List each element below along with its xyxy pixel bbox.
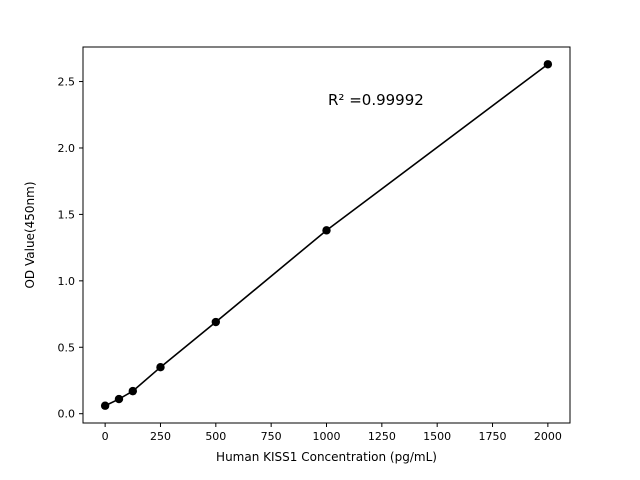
data-point <box>211 317 221 327</box>
data-point <box>100 401 110 410</box>
x-tick-label: 1000 <box>313 430 341 443</box>
y-tick-label: 1.0 <box>58 275 76 288</box>
x-tick-label: 250 <box>150 430 171 443</box>
data-point <box>322 226 331 235</box>
y-tick-label: 2.0 <box>58 142 76 155</box>
data-point <box>156 362 165 372</box>
x-tick-label: 750 <box>261 430 282 443</box>
r-squared-annotation: R² =0.99992 <box>328 91 424 109</box>
y-tick-label: 0.5 <box>58 341 76 354</box>
data-point <box>114 394 124 404</box>
x-axis-label: Human KISS1 Concentration (pg/mL) <box>216 450 437 464</box>
y-axis-label: OD Value(450nm) <box>23 181 37 289</box>
fit-line <box>104 63 549 407</box>
x-tick-label: 1500 <box>423 430 451 443</box>
y-tick-label: 2.5 <box>58 76 76 89</box>
x-tick-label: 0 <box>102 430 109 443</box>
x-tick-label: 2000 <box>534 430 562 443</box>
x-tick-label: 1250 <box>368 430 396 443</box>
x-tick-label: 500 <box>205 430 226 443</box>
data-point <box>128 386 138 396</box>
y-tick-label: 1.5 <box>58 208 76 221</box>
y-tick-label: 0.0 <box>58 408 76 421</box>
x-tick-label: 1750 <box>479 430 507 443</box>
data-point <box>543 60 553 69</box>
